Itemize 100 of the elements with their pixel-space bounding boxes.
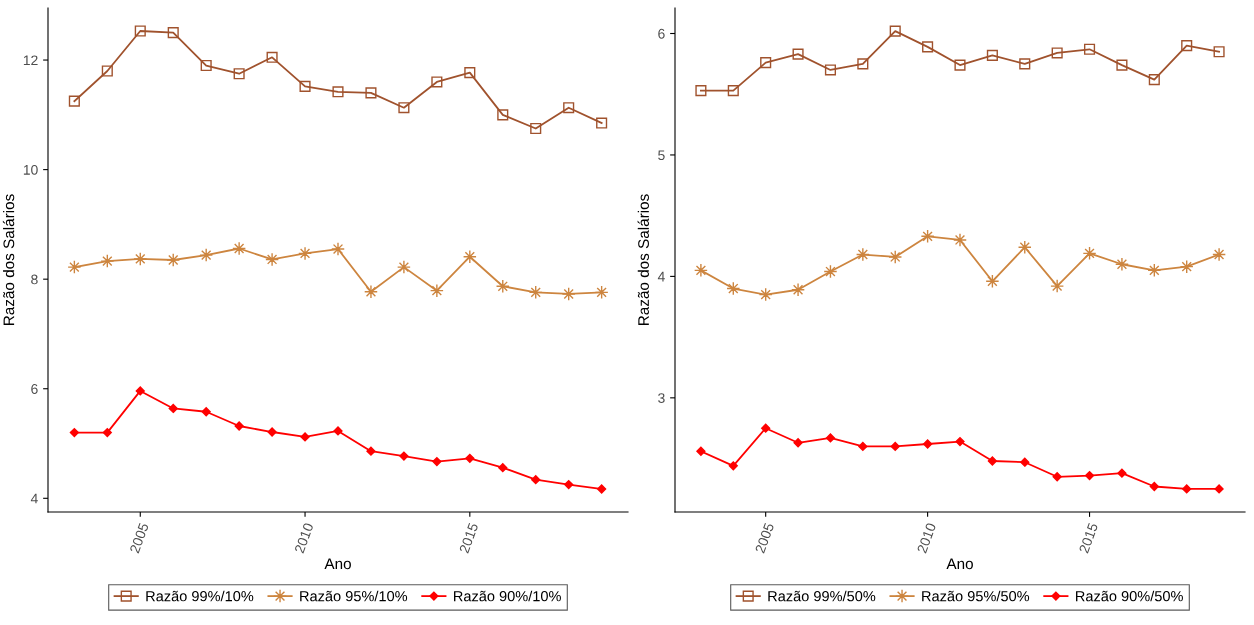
point xyxy=(1019,58,1031,70)
point xyxy=(201,407,211,417)
point xyxy=(465,453,475,463)
point xyxy=(727,85,739,97)
y-tick-label: 4 xyxy=(30,493,38,504)
x-axis-title: Ano xyxy=(324,558,351,570)
point xyxy=(955,436,965,447)
point xyxy=(266,51,278,63)
point xyxy=(855,247,870,262)
point xyxy=(987,456,998,466)
point xyxy=(1181,40,1193,52)
point xyxy=(199,248,214,263)
y-tick-label: 6 xyxy=(31,384,38,394)
point xyxy=(857,58,869,70)
point xyxy=(1020,457,1030,467)
point xyxy=(986,49,998,61)
point xyxy=(563,102,575,114)
point xyxy=(462,249,477,264)
x-axis-title: Ano xyxy=(946,558,973,570)
point xyxy=(597,484,607,494)
legend-label: Razão 90%/10% xyxy=(454,590,561,602)
point xyxy=(824,64,837,76)
y-axis-title: Razão dos Salários xyxy=(637,194,649,325)
y-tick-label: 6 xyxy=(658,28,665,39)
point xyxy=(398,102,410,114)
point xyxy=(564,479,574,490)
y-tick-label: 8 xyxy=(31,274,38,285)
y-tick-label: 5 xyxy=(658,150,665,161)
legend-label: Razão 99%/10% xyxy=(146,590,254,602)
point xyxy=(168,403,178,414)
y-tick-label: 12 xyxy=(23,55,38,66)
point xyxy=(889,25,901,37)
point xyxy=(364,284,378,299)
point xyxy=(69,427,79,438)
point xyxy=(1213,46,1225,58)
point xyxy=(100,254,115,269)
point xyxy=(265,252,280,267)
point xyxy=(232,241,247,256)
point xyxy=(1149,481,1159,492)
point xyxy=(429,283,444,298)
point xyxy=(135,386,145,396)
point xyxy=(497,109,509,121)
point xyxy=(1214,484,1224,494)
legend-label: Razão 95%/10% xyxy=(300,590,408,602)
point xyxy=(101,65,113,77)
point xyxy=(693,263,708,278)
point xyxy=(431,76,443,88)
point xyxy=(825,433,836,443)
point xyxy=(298,246,312,261)
point xyxy=(922,41,934,53)
point xyxy=(365,87,377,99)
point xyxy=(793,438,803,448)
x-tick-label: 2015 xyxy=(1078,522,1099,554)
x-tick-label: 2005 xyxy=(754,522,775,554)
point xyxy=(953,233,967,247)
point xyxy=(267,427,277,437)
point xyxy=(333,426,343,436)
point xyxy=(1116,59,1128,71)
point xyxy=(399,451,409,461)
point xyxy=(1051,47,1063,59)
legend-label: Razão 90%/50% xyxy=(1076,590,1183,602)
point xyxy=(890,441,900,452)
point xyxy=(531,475,541,485)
point xyxy=(134,25,146,37)
point xyxy=(167,27,179,39)
point xyxy=(954,59,966,71)
legend-label: Razão 99%/50% xyxy=(768,590,876,602)
point xyxy=(366,446,376,456)
y-tick-label: 10 xyxy=(23,164,38,175)
point xyxy=(922,439,933,449)
point xyxy=(1117,468,1127,478)
point xyxy=(1083,43,1096,55)
point xyxy=(166,253,181,267)
point xyxy=(1050,279,1065,294)
x-tick-label: 2015 xyxy=(459,522,479,554)
point xyxy=(858,441,868,452)
x-tick-label: 2010 xyxy=(294,522,314,554)
point xyxy=(1084,470,1095,481)
y-axis-title: Razão dos Salários xyxy=(2,194,15,325)
point xyxy=(561,287,576,301)
point xyxy=(728,461,738,471)
point xyxy=(234,421,244,431)
point xyxy=(1148,74,1160,86)
point xyxy=(791,282,806,297)
point xyxy=(1114,257,1129,272)
legend-label: Razão 95%/50% xyxy=(922,590,1030,602)
point xyxy=(68,95,80,107)
x-tick-label: 2010 xyxy=(916,522,937,554)
point xyxy=(299,80,311,92)
point xyxy=(464,67,476,79)
point xyxy=(67,260,82,275)
point xyxy=(233,68,245,80)
point xyxy=(792,48,804,60)
point xyxy=(760,57,772,69)
point xyxy=(596,117,608,129)
point xyxy=(300,432,310,442)
x-tick-label: 2005 xyxy=(129,522,149,554)
y-tick-label: 4 xyxy=(657,271,665,282)
point xyxy=(696,446,706,456)
point xyxy=(331,242,345,256)
